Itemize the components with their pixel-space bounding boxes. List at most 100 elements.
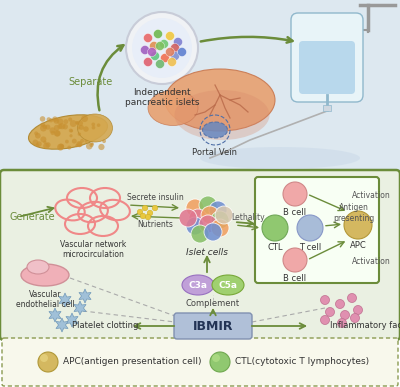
Circle shape [336,300,344,308]
Circle shape [52,116,58,122]
Circle shape [40,122,45,127]
Circle shape [57,124,62,129]
Circle shape [142,205,148,211]
Circle shape [160,39,168,48]
Text: Inflammatory factor: Inflammatory factor [330,322,400,330]
Circle shape [36,141,42,147]
Circle shape [92,126,95,130]
Circle shape [140,213,146,219]
Circle shape [204,223,222,241]
Circle shape [40,125,47,132]
FancyBboxPatch shape [2,338,398,386]
Circle shape [43,140,46,144]
Circle shape [320,315,330,325]
Circle shape [97,123,100,127]
Polygon shape [74,301,86,315]
Circle shape [350,313,360,322]
FancyBboxPatch shape [291,13,363,102]
Bar [0,0,400,172]
Circle shape [148,48,156,57]
Circle shape [144,34,152,43]
Circle shape [152,205,158,211]
Circle shape [145,214,151,220]
Circle shape [50,127,56,134]
Circle shape [89,143,94,147]
Circle shape [102,139,106,143]
Circle shape [283,248,307,272]
Circle shape [174,38,182,46]
Text: Separate: Separate [68,77,112,87]
Circle shape [68,118,72,122]
Circle shape [65,140,69,144]
Circle shape [186,217,204,235]
Circle shape [76,122,79,125]
Text: CTL(cytotoxic T lymphocytes): CTL(cytotoxic T lymphocytes) [235,358,369,366]
Circle shape [49,118,53,122]
Circle shape [154,29,162,38]
Text: C3a: C3a [188,281,208,289]
Circle shape [98,144,104,150]
Text: Nutrients: Nutrients [137,220,173,229]
Circle shape [83,126,89,132]
Circle shape [211,219,229,237]
Circle shape [57,118,63,125]
Circle shape [170,43,180,53]
Circle shape [211,211,229,229]
Circle shape [199,196,217,214]
Circle shape [35,133,41,139]
Circle shape [320,296,330,305]
Text: Independent
pancreatic islets: Independent pancreatic islets [125,88,199,108]
Circle shape [60,144,64,148]
Text: Complement: Complement [186,299,240,308]
Ellipse shape [200,147,360,169]
Circle shape [84,139,88,143]
Text: APC(antigen presentation cell): APC(antigen presentation cell) [63,358,202,366]
Circle shape [209,201,227,219]
Circle shape [178,48,186,57]
Circle shape [75,121,79,125]
FancyBboxPatch shape [0,170,400,340]
Circle shape [76,141,82,147]
Circle shape [326,308,334,317]
Circle shape [201,206,219,224]
Text: B cell: B cell [284,274,306,283]
Ellipse shape [78,114,112,142]
Text: Secrete insulin: Secrete insulin [127,193,183,202]
Ellipse shape [212,275,244,295]
Text: Vascular network
microcirculation: Vascular network microcirculation [60,240,126,259]
Circle shape [166,48,174,57]
Text: Activation: Activation [352,192,391,200]
Circle shape [91,142,94,146]
Text: Platelet clotting: Platelet clotting [72,322,138,330]
Circle shape [156,60,164,68]
Text: Lethality: Lethality [231,213,265,222]
Circle shape [57,144,64,151]
Circle shape [150,41,158,50]
Text: Portal Vein: Portal Vein [192,148,238,157]
Circle shape [62,124,68,130]
Circle shape [70,129,73,132]
Circle shape [186,199,204,217]
Polygon shape [56,318,68,332]
FancyBboxPatch shape [299,41,355,94]
Circle shape [86,143,92,149]
Text: Generate: Generate [10,212,56,222]
Circle shape [54,125,60,131]
Circle shape [144,58,152,67]
Circle shape [34,132,38,135]
Ellipse shape [165,69,275,131]
Circle shape [70,134,72,137]
Text: IBMIR: IBMIR [193,320,233,332]
Text: Vascular
endothelial cell: Vascular endothelial cell [16,290,74,309]
Circle shape [348,293,356,303]
Circle shape [340,310,350,320]
Circle shape [40,136,46,142]
Circle shape [132,18,192,78]
Polygon shape [49,308,61,322]
Ellipse shape [174,90,270,140]
Circle shape [150,51,160,60]
FancyBboxPatch shape [255,177,379,283]
Circle shape [42,125,47,129]
Ellipse shape [148,91,198,125]
Circle shape [156,41,164,50]
